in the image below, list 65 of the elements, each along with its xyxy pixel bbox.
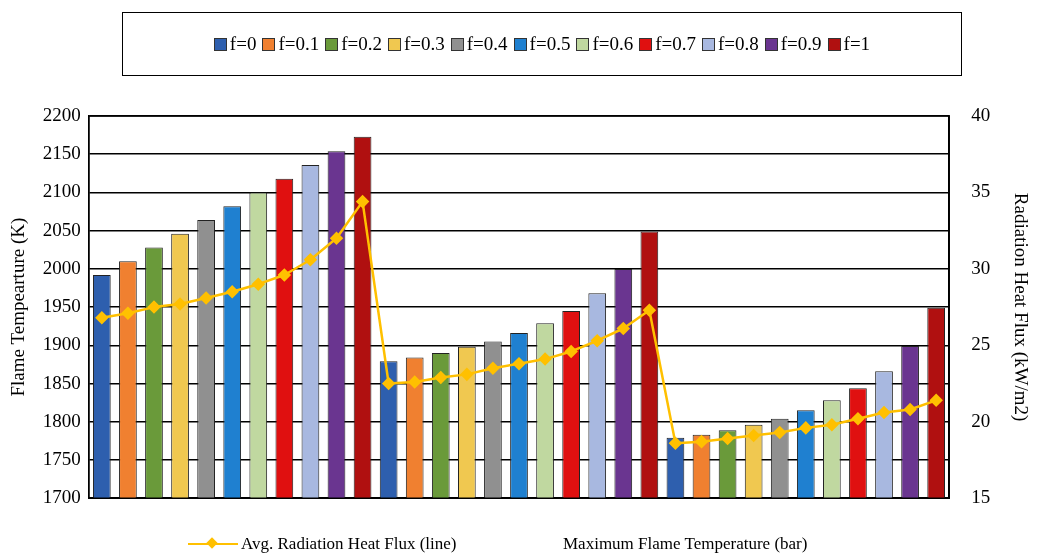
point [773,426,786,439]
y2-tick-label: 15 [971,486,991,508]
y-tick-label: 2050 [42,218,81,240]
point [173,297,187,311]
legend-label: f=0.2 [340,33,382,55]
legend-label: Avg. Radiation Heat Flux (line) [240,534,457,554]
legend-label: f=0.3 [403,33,445,55]
y-tick-label: 2100 [42,180,81,202]
point [669,436,682,450]
point [434,371,448,384]
point [721,432,734,445]
point [147,300,161,314]
point [903,403,917,416]
y2-tick-label: 40 [971,103,991,125]
point [278,268,291,282]
y2-tick-label: 35 [971,180,991,202]
y-tick-label: 2150 [42,142,81,164]
point [643,303,656,317]
point [252,277,265,291]
point [564,345,578,358]
y-tick-label: 1850 [42,371,81,393]
y-tick-label: 1950 [42,295,81,317]
point [225,285,239,299]
y-tick-label: 1750 [42,447,81,469]
legend-label: f=1 [842,33,871,55]
point [512,357,526,370]
y-tick-label: 1900 [42,333,81,355]
point [877,406,891,419]
legend-label: f=0.8 [717,33,759,55]
y-tick-label: 1800 [42,409,81,431]
point [408,375,421,389]
point [121,306,135,320]
point [538,352,552,366]
legend-label: f=0.6 [591,33,634,55]
point [851,412,865,425]
point [382,377,395,390]
y2-tick-label: 20 [971,409,991,431]
point [929,394,943,407]
point [330,232,343,245]
legend-label: f=0.4 [465,33,508,55]
point [460,368,474,381]
point [95,311,109,325]
legend-label: f=0.5 [528,33,571,55]
y2-tick-label: 30 [971,256,991,278]
legend-label: f=0.9 [779,33,822,55]
y-tick-label: 2200 [42,103,81,125]
point [799,421,813,435]
point [486,362,500,375]
y2-tick-label: 25 [971,333,991,355]
legend-label: f=0.1 [277,33,320,55]
point [617,322,630,335]
point [356,195,369,208]
point [695,435,708,448]
point [590,334,604,347]
y-tick-label: 1700 [42,486,81,508]
point [747,429,760,442]
y-axis-title: Flame Tempearture (K) [7,217,30,397]
point [825,418,839,432]
text: Maximum Flame Temperature (bar) [563,534,808,554]
y2-axis-title: Radiation Heat Flux (kW/m2) [1009,192,1032,422]
point [199,291,213,305]
point [304,253,317,266]
legend-label: f=0.7 [654,33,696,55]
y-tick-label: 2000 [42,256,81,278]
legend-label: f=0 [228,33,257,55]
